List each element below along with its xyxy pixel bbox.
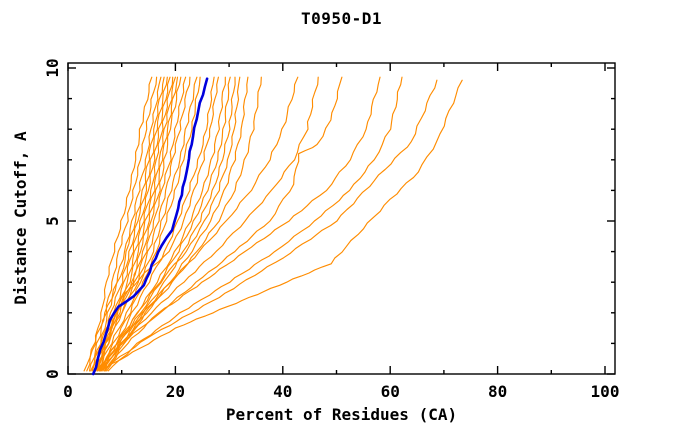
chart-title: T0950-D1 bbox=[300, 9, 383, 28]
x-axis-label: Percent of Residues (CA) bbox=[225, 405, 458, 424]
model-curve bbox=[91, 76, 162, 372]
model-curve bbox=[94, 76, 191, 372]
x-tick-label: 0 bbox=[63, 382, 73, 401]
x-tick-label: 80 bbox=[488, 382, 507, 401]
model-curve bbox=[102, 76, 215, 372]
y-tick-label: 5 bbox=[43, 216, 62, 226]
model-curve bbox=[96, 76, 198, 372]
model-curve bbox=[88, 76, 158, 372]
model-curve bbox=[98, 76, 231, 372]
model-curve bbox=[99, 79, 438, 372]
model-curve bbox=[93, 76, 176, 372]
y-tick-label: 10 bbox=[43, 58, 62, 77]
y-tick-label: 0 bbox=[43, 369, 62, 379]
y-axis-label: Distance Cutoff, A bbox=[11, 131, 30, 305]
model-curve bbox=[102, 76, 262, 372]
model-curve bbox=[94, 76, 381, 372]
model-curve bbox=[96, 76, 299, 372]
model-curve bbox=[105, 76, 236, 372]
x-tick-label: 60 bbox=[381, 382, 400, 401]
x-tick-label: 20 bbox=[166, 382, 185, 401]
model-curve bbox=[105, 79, 463, 369]
model-curve bbox=[98, 76, 187, 372]
x-tick-label: 40 bbox=[273, 382, 292, 401]
model-curve bbox=[83, 76, 165, 372]
model-curve bbox=[99, 76, 201, 372]
model-curve bbox=[99, 76, 319, 372]
model-curve bbox=[107, 76, 403, 372]
x-tick-label: 100 bbox=[591, 382, 620, 401]
model-curve bbox=[106, 76, 249, 372]
model-curve bbox=[95, 76, 219, 372]
model-curve bbox=[86, 76, 153, 372]
model-curve bbox=[91, 76, 182, 372]
plot-border bbox=[67, 62, 616, 375]
highlighted-model-curve bbox=[91, 77, 209, 376]
